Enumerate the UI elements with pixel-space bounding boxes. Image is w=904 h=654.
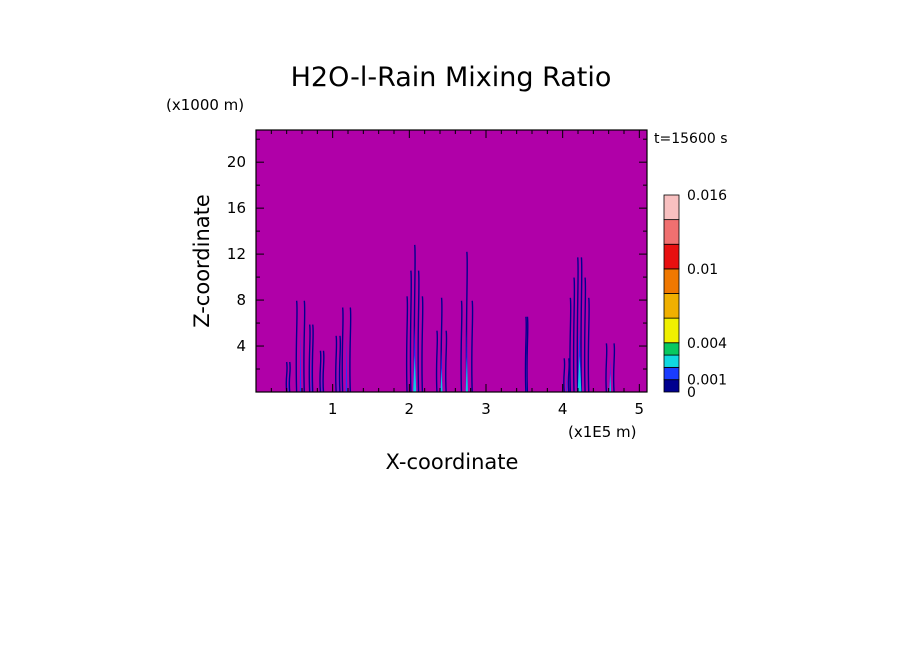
chart-title: H2O-l-Rain Mixing Ratio [291, 62, 612, 93]
plot-frame [255, 129, 648, 393]
rain-streak [445, 330, 448, 392]
rain-streak [308, 324, 311, 392]
x-axis-label: X-coordinate [386, 450, 519, 474]
rain-columns [285, 244, 616, 392]
rain-streak [311, 324, 314, 392]
rain-streak [405, 296, 409, 392]
colorbar-label: 0.004 [687, 336, 727, 352]
rain-core [310, 345, 312, 392]
colorbar-segment [663, 243, 680, 270]
rain-column [295, 300, 306, 392]
x-axis-unit: (x1E5 m) [568, 423, 637, 441]
rain-column [308, 324, 314, 392]
rain-streak [580, 257, 583, 392]
colorbar-segment [663, 342, 680, 356]
rain-core [345, 333, 348, 392]
y-axis-label: Z-coordinate [190, 194, 214, 328]
rain-column [524, 316, 529, 392]
rain-streak [567, 358, 570, 392]
rain-core [566, 368, 567, 392]
rain-core [609, 373, 611, 392]
rain-streak [563, 358, 566, 392]
rain-streak [605, 343, 608, 392]
y-tick-label: 4 [236, 337, 246, 355]
y-axis-ticks: 4 8 12 16 20 [227, 138, 647, 370]
rain-streak [471, 300, 474, 392]
rain-column [319, 350, 325, 392]
rain-column [435, 297, 448, 392]
colorbar-segment [663, 379, 680, 393]
y-tick-label: 16 [227, 199, 246, 217]
rain-streak [435, 330, 439, 392]
rain-streak [285, 361, 288, 392]
rain-streak [295, 300, 298, 392]
rain-streak [319, 350, 322, 392]
y-tick-label: 12 [227, 245, 246, 263]
rain-core [413, 355, 417, 392]
x-axis-ticks: 1 2 3 4 5 [270, 130, 645, 418]
rain-streak [526, 316, 529, 392]
rain-streak [587, 297, 590, 392]
rain-streak [334, 335, 338, 392]
rain-column [334, 335, 342, 392]
rain-streak [341, 307, 344, 392]
rain-streak [322, 350, 325, 392]
rain-streak [524, 316, 527, 392]
colorbar-label: 0.01 [687, 262, 718, 278]
rain-column [460, 251, 474, 392]
colorbar: 00.001 0.004 0.01 0.016 [663, 188, 727, 401]
rain-core [337, 353, 339, 392]
rain-streak [572, 277, 576, 392]
x-tick-label: 3 [481, 400, 491, 418]
colorbar-segment [663, 219, 680, 245]
colorbar-segment [663, 354, 680, 368]
rain-core [299, 328, 302, 392]
rain-core [440, 368, 443, 392]
rain-streak [288, 361, 291, 392]
colorbar-segment [663, 317, 680, 344]
rain-streak [569, 297, 572, 392]
colorbar-segment [663, 268, 680, 294]
rain-streak [338, 335, 342, 392]
rain-column [605, 343, 616, 392]
rain-streak [417, 270, 420, 392]
rain-column [563, 358, 570, 392]
x-tick-label: 2 [405, 400, 415, 418]
colorbar-label: 0 [687, 385, 696, 401]
rain-core [577, 355, 582, 392]
rain-column [405, 244, 424, 392]
x-tick-label: 1 [328, 400, 338, 418]
colorbar-segment [663, 293, 680, 319]
colorbar-segment [663, 194, 680, 221]
rain-streak [576, 257, 579, 392]
colorbar-segment [663, 366, 680, 381]
rain-core [321, 363, 323, 392]
x-tick-label: 4 [558, 400, 568, 418]
rain-column [569, 257, 590, 392]
y-axis-unit: (x1000 m) [166, 96, 244, 114]
rain-streak [583, 277, 587, 392]
colorbar-label: 0.001 [687, 373, 727, 389]
rain-column [341, 307, 352, 392]
time-label: t=15600 s [654, 131, 728, 147]
y-tick-label: 20 [227, 153, 246, 171]
rain-streak [421, 296, 424, 392]
rain-core [465, 356, 468, 392]
rain-streak [612, 343, 616, 392]
rain-core [287, 371, 289, 392]
colorbar-label: 0.016 [687, 188, 727, 204]
rain-streak [409, 270, 412, 392]
rain-streak [460, 300, 463, 392]
y-tick-label: 8 [236, 291, 246, 309]
rain-streak [303, 300, 306, 392]
rain-streak [349, 307, 352, 392]
x-tick-label: 5 [635, 400, 645, 418]
